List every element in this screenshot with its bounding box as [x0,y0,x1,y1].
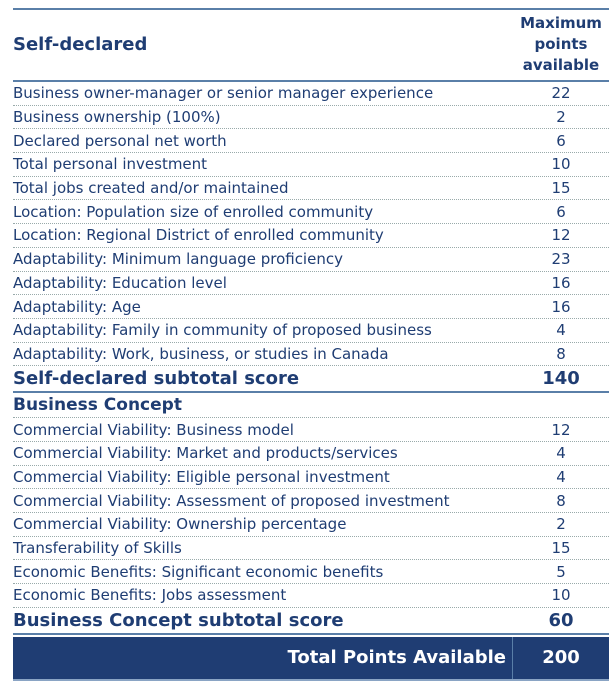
criterion-label: Commercial Viability: Business model [13,420,294,439]
table-row: Adaptability: Work, business, or studies… [13,343,609,367]
table-row: Economic Benefits: Jobs assessment 10 [13,584,609,608]
table-row: Location: Population size of enrolled co… [13,200,609,225]
criterion-label: Adaptability: Work, business, or studies… [13,344,389,363]
table-row: Total personal investment 10 [13,153,609,177]
criterion-points: 5 [556,562,566,581]
table-row: Adaptability: Education level 16 [13,272,609,296]
criterion-label: Location: Regional District of enrolled … [13,226,384,245]
criterion-label: Commercial Viability: Eligible personal … [13,467,390,486]
criterion-points: 4 [556,321,566,340]
criterion-points: 8 [556,344,566,363]
criterion-points: 10 [551,155,571,174]
criterion-points: 8 [556,491,566,510]
criterion-points: 10 [551,586,571,605]
criterion-points: 12 [551,420,571,439]
table-row: Commercial Viability: Ownership percenta… [13,513,609,537]
table-row: Adaptability: Family in community of pro… [13,319,609,343]
criterion-points: 4 [556,444,566,463]
criterion-label: Commercial Viability: Assessment of prop… [13,491,450,510]
criterion-label: Adaptability: Age [13,297,141,316]
criterion-points: 4 [556,467,566,486]
criterion-label: Economic Benefits: Jobs assessment [13,586,287,605]
criterion-points: 2 [556,108,566,127]
criterion-points: 15 [551,539,571,558]
table-header: Self-declared Maximum points available [13,8,609,82]
criterion-points: 12 [551,226,571,245]
business-concept-subtotal-row: Business Concept subtotal score 60 [13,608,609,635]
total-value: 200 [542,647,580,669]
criterion-label: Total personal investment [13,155,208,174]
criterion-points: 6 [556,202,566,221]
criterion-points: 6 [556,131,566,150]
criterion-label: Commercial Viability: Market and product… [13,444,398,463]
criterion-label: Transferability of Skills [13,539,182,558]
subtotal-value: 140 [542,368,580,390]
section-title: Self-declared [13,34,148,55]
table-row: Commercial Viability: Assessment of prop… [13,489,609,513]
total-label: Total Points Available [13,636,513,679]
subtotal-value: 60 [548,609,574,631]
subtotal-label: Self-declared subtotal score [13,368,300,390]
criterion-label: Adaptability: Family in community of pro… [13,321,432,340]
criterion-label: Total jobs created and/or maintained [13,179,289,198]
criterion-label: Location: Population size of enrolled co… [13,202,374,221]
table-row: Commercial Viability: Eligible personal … [13,466,609,490]
table-row: Commercial Viability: Business model 12 [13,418,609,442]
criterion-points: 2 [556,515,566,534]
criterion-label: Economic Benefits: Significant economic … [13,562,384,581]
criterion-label: Adaptability: Minimum language proficien… [13,250,343,269]
table-row: Economic Benefits: Significant economic … [13,560,609,585]
criterion-points: 15 [551,179,571,198]
criterion-label: Commercial Viability: Ownership percenta… [13,515,347,534]
criterion-label: Business owner-manager or senior manager… [13,84,434,103]
criterion-points: 22 [551,84,571,103]
criterion-label: Declared personal net worth [13,131,227,150]
criterion-label: Adaptability: Education level [13,273,227,292]
table-row: Declared personal net worth 6 [13,129,609,154]
subtotal-label: Business Concept subtotal score [13,609,344,631]
criterion-points: 16 [551,297,571,316]
table-row: Business ownership (100%) 2 [13,106,609,130]
table-row: Adaptability: Age 16 [13,295,609,319]
self-declared-subtotal-row: Self-declared subtotal score 140 [13,366,609,394]
criterion-points: 16 [551,273,571,292]
criterion-label: Business ownership (100%) [13,108,221,127]
column-header: Maximum points available [520,14,602,74]
table-row: Transferability of Skills 15 [13,537,609,561]
table-row: Adaptability: Minimum language proficien… [13,248,609,272]
criterion-points: 23 [551,250,571,269]
table-row: Location: Regional District of enrolled … [13,224,609,248]
business-concept-heading: Business Concept [13,393,609,419]
total-row: Total Points Available 200 [13,636,609,681]
table-row: Commercial Viability: Market and product… [13,442,609,466]
table-row: Business owner-manager or senior manager… [13,82,609,106]
points-table: Self-declared Maximum points available B… [13,8,609,681]
table-row: Total jobs created and/or maintained 15 [13,177,609,201]
